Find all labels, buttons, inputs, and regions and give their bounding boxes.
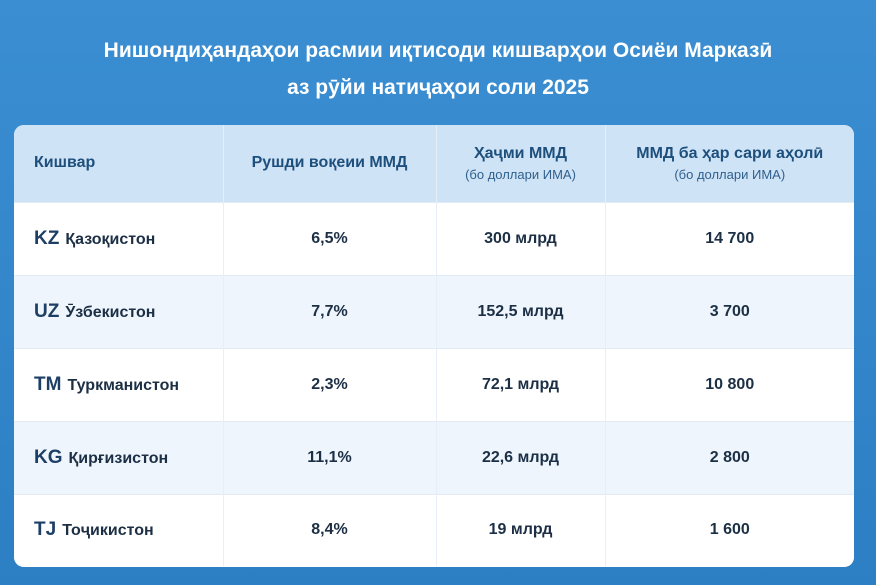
growth-cell: 8,4% (223, 493, 437, 566)
country-code: KG (34, 446, 63, 468)
header-gdp: Ҳаҷми ММД (бо доллари ИМА) (436, 125, 606, 202)
header-per-capita: ММД ба ҳар сари аҳолӣ (бо доллари ИМА) (605, 125, 854, 202)
economic-indicators-table: Кишвар Рушди воқеии ММД Ҳаҷми ММД (бо до… (14, 125, 854, 566)
country-name: Қазоқистон (65, 230, 156, 248)
country-name: Қирғизистон (68, 449, 169, 467)
data-table-card: Кишвар Рушди воқеии ММД Ҳаҷми ММД (бо до… (14, 125, 854, 567)
table-row: UZ Ӯзбекистон 7,7% 152,5 млрд 3 700 (14, 274, 854, 348)
per-capita-cell: 3 700 (605, 274, 854, 348)
country-cell: TM Туркманистон (14, 347, 224, 421)
country-name: Ӯзбекистон (65, 303, 156, 321)
table-row: TM Туркманистон 2,3% 72,1 млрд 10 800 (14, 347, 854, 421)
header-gdp-sublabel: (бо доллари ИМА) (465, 166, 576, 182)
table-row: KZ Қазоқистон 6,5% 300 млрд 14 700 (14, 201, 854, 275)
header-country: Кишвар (14, 125, 224, 202)
title-line-2: аз рӯйи натиҷаҳои соли 2025 (287, 76, 589, 99)
growth-cell: 11,1% (223, 420, 437, 494)
country-code: UZ (34, 300, 60, 322)
header-per-capita-sublabel: (бо доллари ИМА) (674, 166, 786, 182)
growth-cell: 6,5% (223, 201, 437, 275)
country-code: TM (34, 373, 62, 395)
per-capita-cell: 14 700 (605, 201, 854, 275)
country-cell: UZ Ӯзбекистон (14, 274, 224, 348)
per-capita-cell: 10 800 (605, 347, 854, 421)
gdp-cell: 152,5 млрд (436, 274, 606, 348)
table-header-row: Кишвар Рушди воқеии ММД Ҳаҷми ММД (бо до… (14, 125, 854, 202)
gdp-cell: 300 млрд (436, 201, 606, 275)
country-code: TJ (34, 519, 57, 541)
country-cell: KG Қирғизистон (14, 420, 224, 494)
per-capita-cell: 2 800 (605, 420, 854, 494)
page-title: Нишондиҳандаҳои расмии иқтисоди кишварҳо… (0, 32, 876, 106)
table-row: TJ Тоҷикистон 8,4% 19 млрд 1 600 (14, 493, 854, 566)
gdp-cell: 19 млрд (436, 493, 606, 566)
country-cell: TJ Тоҷикистон (14, 493, 224, 566)
country-name: Туркманистон (67, 376, 180, 394)
header-per-capita-label: ММД ба ҳар сари аҳолӣ (636, 144, 824, 162)
header-growth: Рушди воқеии ММД (223, 125, 437, 202)
growth-cell: 7,7% (223, 274, 437, 348)
header-gdp-label: Ҳаҷми ММД (473, 144, 568, 162)
growth-cell: 2,3% (223, 347, 437, 421)
table-row: KG Қирғизистон 11,1% 22,6 млрд 2 800 (14, 420, 854, 494)
country-cell: KZ Қазоқистон (14, 201, 224, 275)
country-name: Тоҷикистон (62, 522, 154, 540)
gdp-cell: 72,1 млрд (436, 347, 606, 421)
country-code: KZ (34, 227, 60, 249)
gdp-cell: 22,6 млрд (436, 420, 606, 494)
per-capita-cell: 1 600 (605, 493, 854, 566)
title-line-1: Нишондиҳандаҳои расмии иқтисоди кишварҳо… (103, 39, 773, 62)
